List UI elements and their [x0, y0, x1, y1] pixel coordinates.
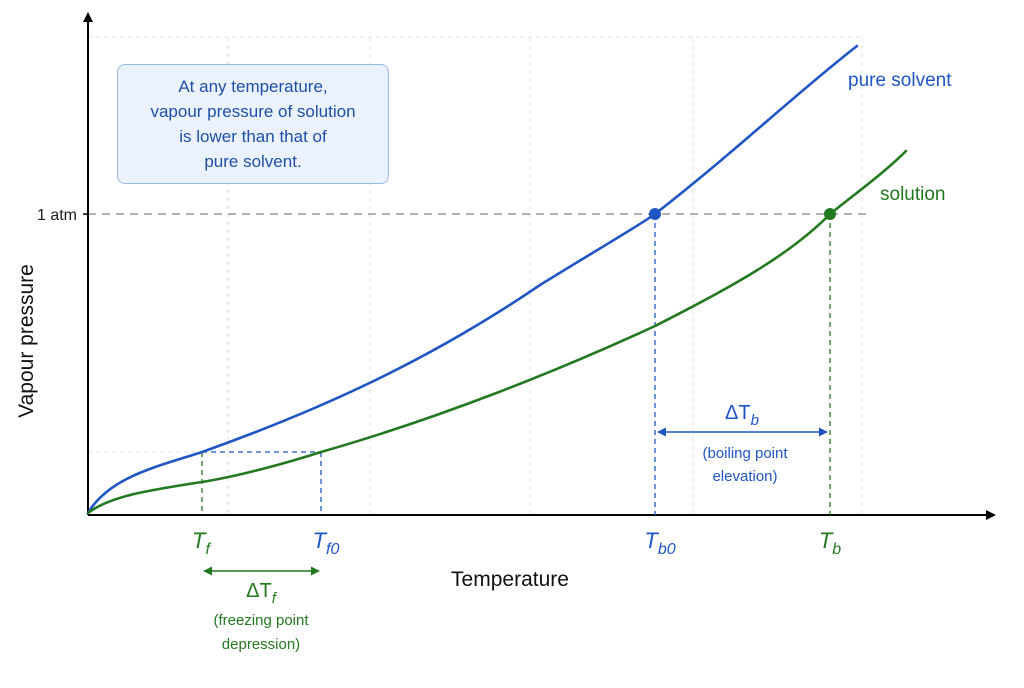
- grid: [88, 36, 863, 514]
- x-axis-label: Temperature: [451, 568, 569, 591]
- y-axis-tick-label: 1 atm: [37, 207, 77, 224]
- delta-tf-description-line-2: depression): [222, 636, 300, 653]
- pure-boiling-point-dot: [649, 208, 661, 220]
- delta-tb-label: ΔTb: [725, 402, 759, 429]
- pure-solvent-label: pure solvent: [848, 70, 952, 91]
- solution-boiling-point-dot: [824, 208, 836, 220]
- tb-marker-label: Tb: [819, 528, 841, 558]
- note-line: pure solvent.: [204, 152, 302, 171]
- solution-label: solution: [880, 184, 946, 205]
- delta-tb-description-line-1: (boiling point: [702, 445, 788, 462]
- freezing-guides: [201, 451, 322, 515]
- tf-marker-label: Tf: [192, 528, 211, 558]
- tb0-marker-label: Tb0: [644, 528, 675, 558]
- note-line: vapour pressure of solution: [150, 102, 356, 121]
- delta-tb-description-line-2: elevation): [712, 468, 777, 485]
- delta-tf-description-line-1: (freezing point: [213, 612, 309, 629]
- tf0-marker-label: Tf0: [313, 528, 340, 558]
- delta-tf-label: ΔTf: [246, 580, 278, 607]
- note-line: At any temperature,: [178, 77, 328, 96]
- info-note-box: At any temperature, vapour pressure of s…: [117, 64, 389, 184]
- y-axis-label: Vapour pressure: [15, 264, 38, 418]
- note-line: is lower than that of: [179, 127, 327, 146]
- pure-solvent-curve: [86, 44, 859, 515]
